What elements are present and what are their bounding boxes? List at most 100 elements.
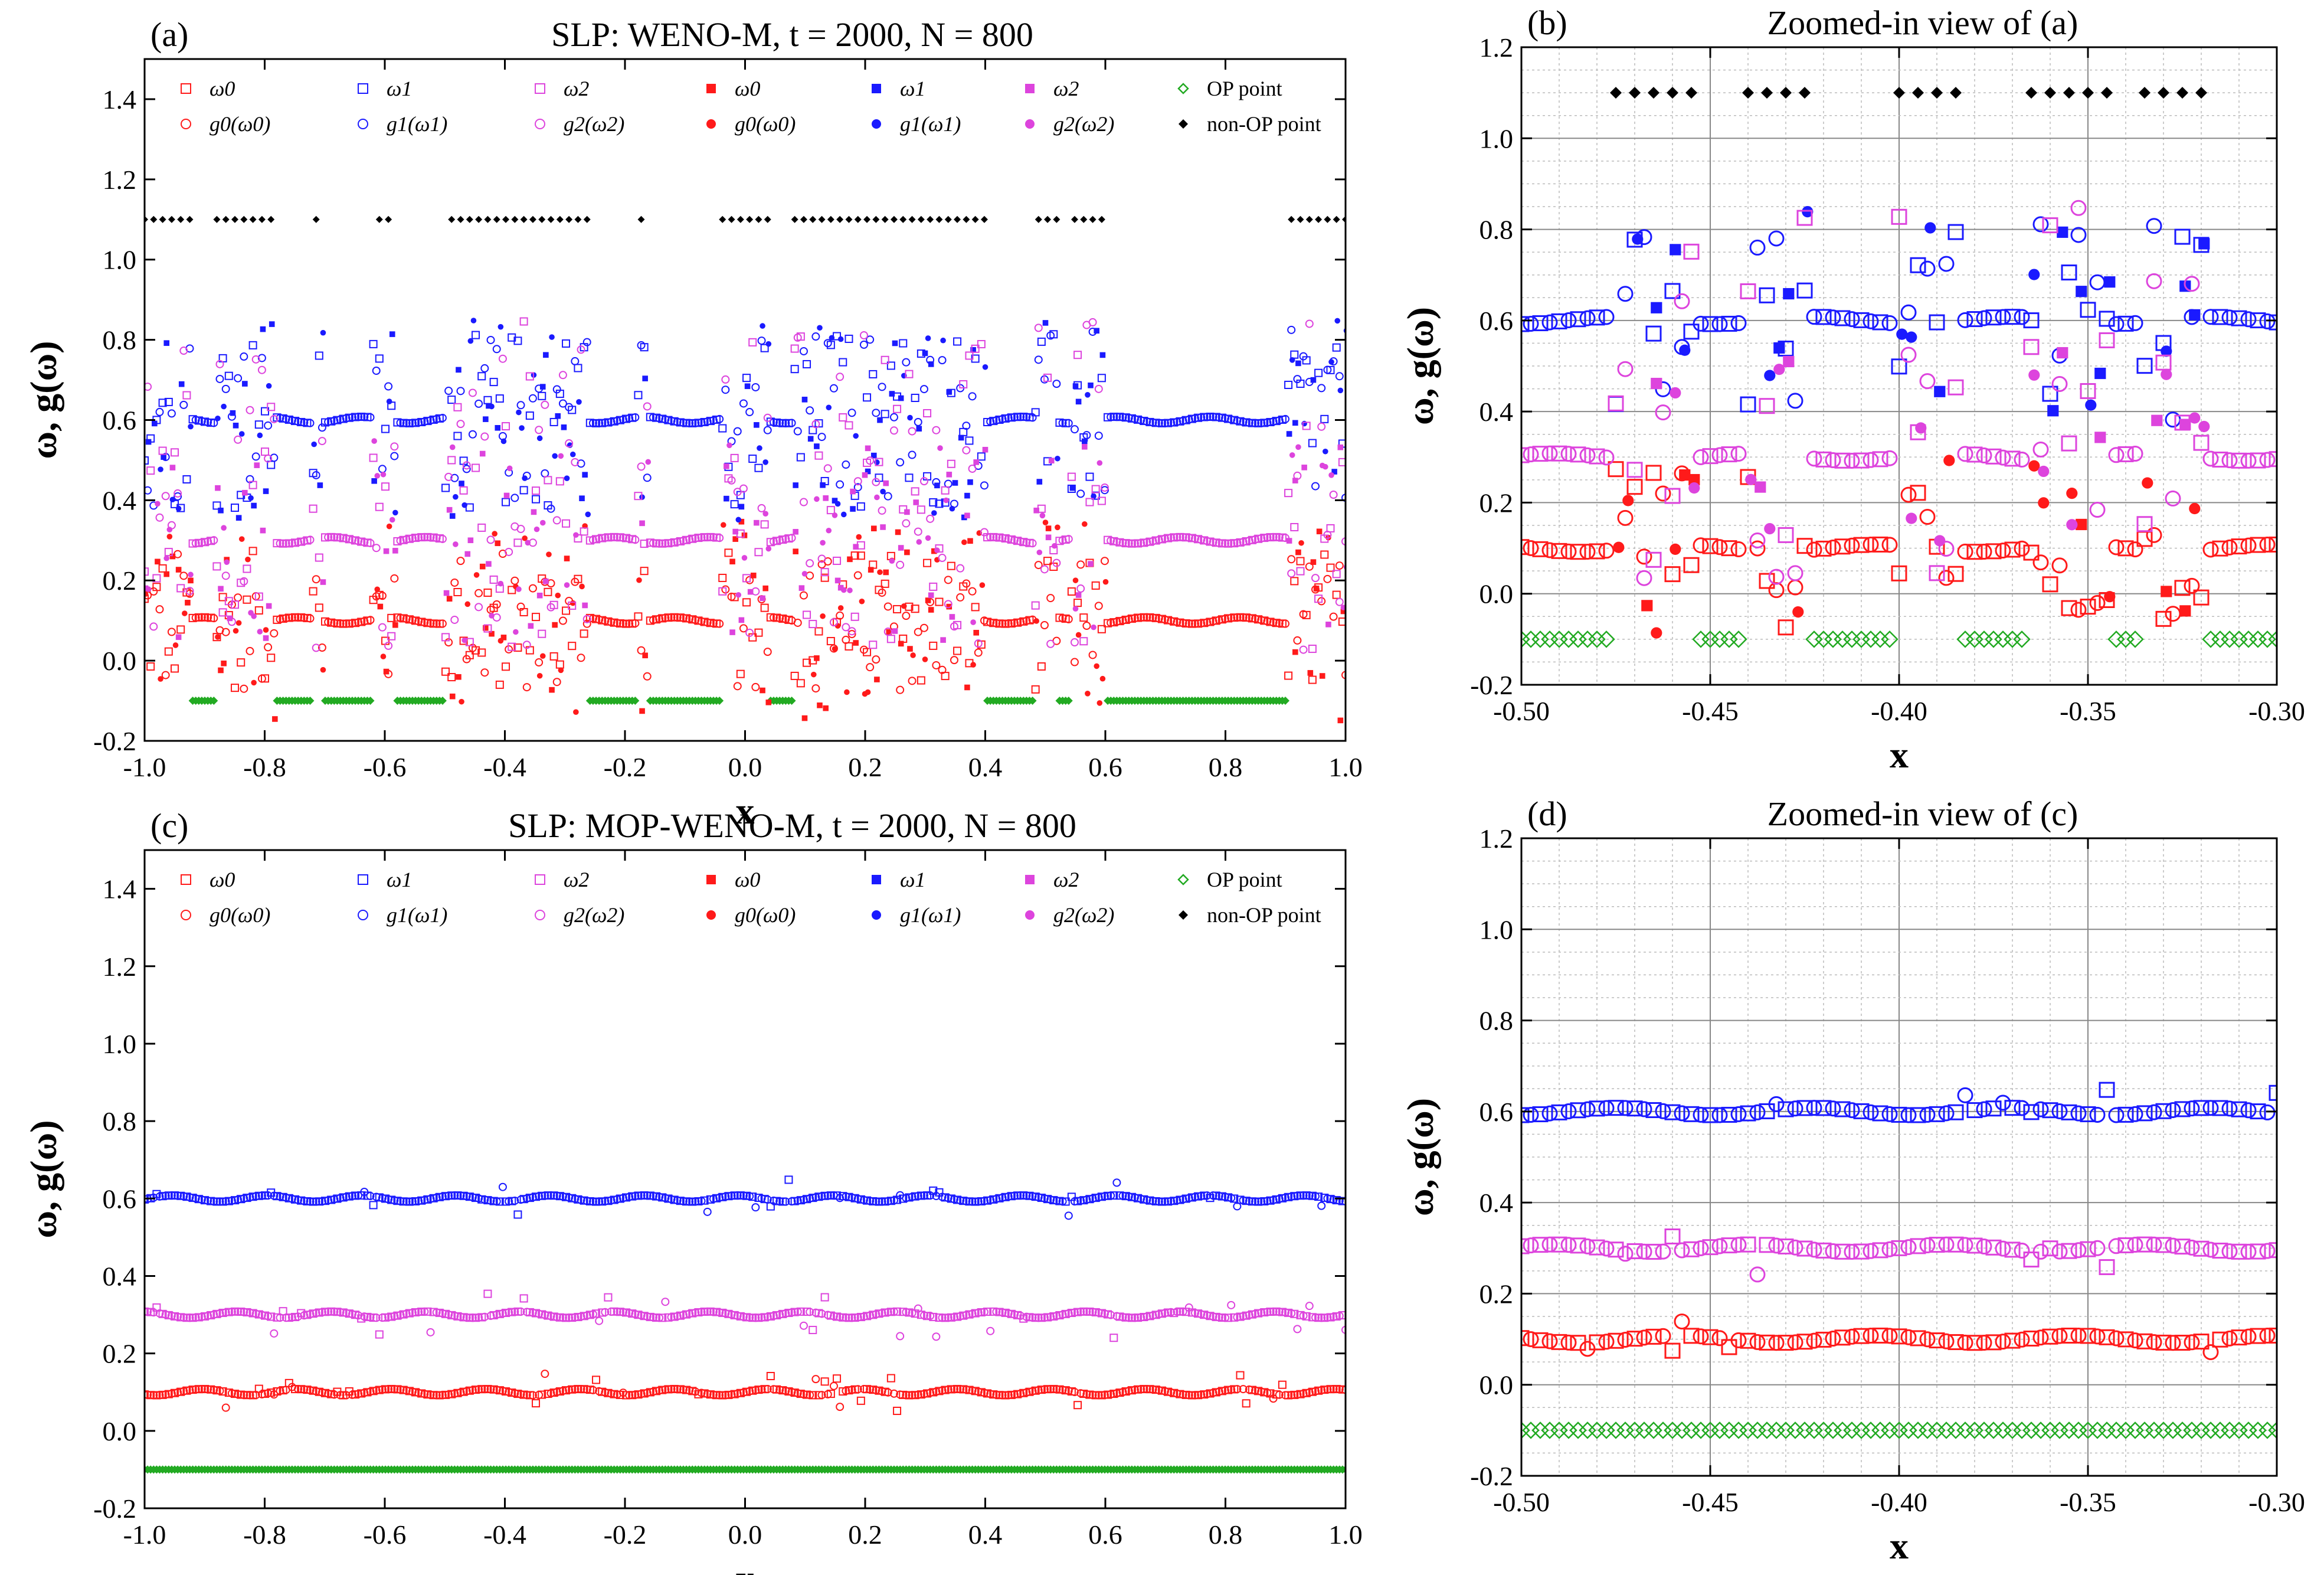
data-omega0: [1176, 618, 1184, 627]
data-omega0: [1834, 1329, 1851, 1346]
data-omega2: [2193, 434, 2210, 451]
data-omega0: [968, 587, 977, 596]
data-omega1: [459, 1191, 468, 1200]
data-omega2: [411, 534, 420, 543]
data-g-omega0: [928, 607, 934, 613]
data-g-omega1: [1934, 385, 1946, 397]
data-omega1: [2184, 1100, 2200, 1117]
data-omega2: [1881, 450, 1898, 466]
data-omega0: [243, 1391, 251, 1400]
data-omega0: [1001, 1391, 1010, 1400]
data-omega1: [914, 417, 922, 426]
data-omega0: [2061, 600, 2077, 616]
data-omega2: [2174, 1239, 2191, 1255]
data-g-omega2: [242, 489, 248, 496]
data-g-omega0: [558, 667, 564, 674]
data-omega0: [201, 1385, 210, 1394]
legend-label: non-OP point: [1207, 903, 1321, 927]
data-g-omega0: [392, 622, 398, 628]
data-omega1: [643, 473, 652, 482]
data-omega1: [502, 498, 510, 507]
op-point-marker: [1607, 1422, 1625, 1439]
data-omega2: [700, 1308, 709, 1316]
data-omega2: [1314, 594, 1323, 603]
data-omega2: [1863, 452, 1879, 468]
data-g-omega1: [982, 364, 988, 370]
data-omega2: [1064, 535, 1073, 544]
data-g-omega1: [840, 511, 847, 518]
data-omega0: [1145, 613, 1154, 622]
data-g-omega1: [158, 466, 163, 472]
data-omega0: [959, 1385, 968, 1394]
data-omega0: [1104, 1390, 1112, 1399]
data-g-omega1: [2104, 276, 2116, 288]
data-g-omega1: [1337, 387, 1344, 394]
data-omega1: [516, 401, 525, 410]
nonop-point-marker: [1053, 215, 1060, 223]
data-omega0: [1224, 614, 1233, 623]
data-omega1: [778, 1197, 787, 1206]
data-g-omega1: [967, 479, 973, 485]
data-omega0: [965, 1386, 974, 1394]
data-omega0: [905, 602, 914, 611]
data-omega0: [700, 1389, 709, 1398]
data-g-omega1: [1924, 222, 1936, 234]
data-omega1: [1853, 1103, 1870, 1119]
data-omega2: [345, 1309, 353, 1318]
data-omega2: [721, 375, 730, 384]
data-g-omega1: [263, 488, 269, 494]
data-omega1: [983, 418, 992, 427]
data-omega0: [270, 629, 279, 638]
data-omega0: [429, 619, 438, 628]
data-omega0: [1233, 1385, 1242, 1394]
data-omega0: [1046, 594, 1055, 603]
x-tick-label: -0.40: [1871, 696, 1927, 726]
op-point-marker: [1560, 1422, 1577, 1439]
data-omega1: [1806, 1100, 1822, 1116]
data-g-omega0: [642, 652, 648, 659]
data-omega0: [1664, 1342, 1681, 1359]
data-omega0: [363, 616, 372, 625]
data-omega1: [1242, 1197, 1251, 1205]
data-omega0: [399, 1386, 408, 1394]
data-omega1: [610, 417, 618, 426]
legend-label: g2(ω2): [564, 903, 624, 927]
data-omega2: [932, 1332, 941, 1341]
data-omega2: [637, 462, 646, 471]
chart-title: Zoomed-in view of (c): [1767, 795, 2078, 833]
data-omega1: [1025, 413, 1034, 421]
data-omega1: [773, 1197, 781, 1205]
data-omega1: [1127, 414, 1136, 423]
data-omega0: [773, 613, 781, 622]
data-g-omega1: [907, 414, 913, 421]
data-omega1: [1645, 325, 1662, 342]
data-omega0: [176, 625, 185, 634]
data-g-omega0: [1337, 717, 1344, 724]
data-omega2: [1181, 533, 1190, 542]
data-omega0: [1844, 537, 1860, 554]
data-omega2: [309, 1309, 317, 1318]
data-omega2: [441, 1309, 450, 1318]
data-g-omega0: [380, 653, 387, 659]
data-omega1: [146, 434, 155, 443]
y-tick-label: 1.0: [103, 1029, 137, 1059]
data-omega2: [766, 1312, 775, 1321]
data-omega0: [528, 1391, 537, 1400]
legend-marker: [181, 119, 191, 129]
op-point-marker: [1956, 1422, 1974, 1439]
data-omega0: [953, 646, 962, 655]
data-omega2: [1094, 384, 1103, 393]
data-omega2: [363, 538, 372, 547]
legend-marker: [1177, 874, 1189, 885]
data-omega0: [1121, 1387, 1130, 1396]
data-omega2: [2023, 339, 2040, 355]
data-omega0: [1194, 1391, 1203, 1400]
data-g-omega2: [726, 442, 732, 449]
data-omega2: [1900, 1239, 1917, 1256]
data-omega0: [863, 1385, 872, 1394]
data-omega1: [1001, 414, 1010, 423]
data-omega1: [1145, 417, 1154, 426]
data-omega2: [231, 1307, 240, 1316]
data-omega1: [2089, 1106, 2106, 1123]
data-omega0: [2032, 554, 2049, 571]
